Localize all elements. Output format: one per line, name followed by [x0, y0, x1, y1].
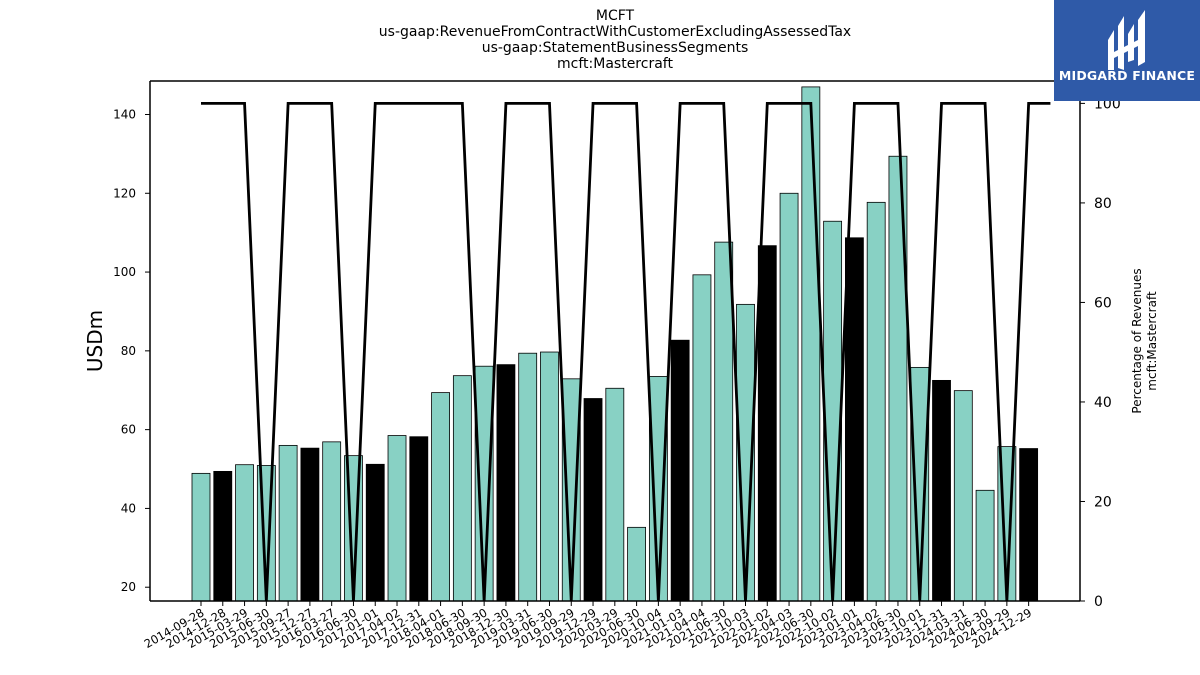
bar-2018-12-30	[496, 364, 516, 602]
bar-2023-01-01	[845, 237, 864, 602]
bar-2020-06-30	[627, 526, 646, 602]
y-tick-label-60: 60	[121, 423, 136, 437]
y2-tick-label-80: 80	[1094, 196, 1112, 212]
title-line-3: us-gaap:StatementBusinessSegments	[482, 40, 749, 56]
y-tick-label-20: 20	[121, 580, 136, 594]
bar-2016-03-27	[322, 441, 342, 602]
bar-2021-01-03	[670, 339, 690, 602]
y-tick-label-140: 140	[113, 107, 136, 121]
bar-2017-01-01	[365, 463, 385, 602]
bar-2019-09-29	[561, 378, 581, 602]
logo-mark-icon	[1108, 10, 1145, 70]
bar-2015-09-27	[278, 444, 298, 602]
midgard-finance-logo: MIDGARD FINANCE	[1054, 0, 1200, 101]
bar-2014-12-28	[213, 470, 233, 602]
bar-2015-12-27	[300, 447, 320, 602]
bar-2020-03-29	[605, 387, 625, 602]
bar-2021-06-30	[714, 241, 734, 602]
percentage-line	[201, 101, 1051, 602]
y2-tick-label-60: 60	[1094, 295, 1112, 311]
y-tick-label-40: 40	[121, 501, 136, 515]
title-line-1: MCFT	[596, 8, 635, 24]
bar-2019-12-29	[583, 398, 603, 602]
bar-2017-04-02	[387, 435, 407, 602]
title-line-4: mcft:Mastercraft	[557, 56, 673, 72]
bar-2023-04-02	[866, 201, 886, 602]
bar-2022-10-02	[823, 220, 843, 602]
bar-series	[191, 86, 1039, 602]
y-tick-label-120: 120	[113, 186, 136, 200]
bar-2024-12-29	[1019, 448, 1039, 602]
axes: 204060801001201400204060801002014-09-282…	[113, 80, 1121, 651]
y-axis-label: USDm	[83, 310, 107, 372]
y2-tick-label-20: 20	[1094, 494, 1112, 510]
bar-2021-04-04	[692, 274, 712, 602]
bar-2022-04-03	[779, 192, 799, 602]
y2-tick-label-40: 40	[1094, 395, 1112, 411]
y2-axis-label-line-2: mcft:Mastercraft	[1145, 291, 1159, 391]
y-tick-label-100: 100	[113, 265, 136, 279]
bar-2018-06-30	[452, 375, 472, 602]
bar-2019-06-30	[540, 351, 559, 602]
bar-2017-12-31	[409, 436, 429, 602]
bar-2014-09-28	[191, 472, 211, 602]
title-line-2: us-gaap:RevenueFromContractWithCustomerE…	[379, 24, 851, 40]
bar-2015-03-29	[235, 464, 254, 602]
bar-2023-12-31	[932, 379, 951, 602]
y2-tick-label-0: 0	[1094, 594, 1103, 610]
y-tick-label-80: 80	[121, 344, 136, 358]
bar-2024-06-30	[975, 489, 995, 602]
chart-title: MCFT us-gaap:RevenueFromContractWithCust…	[379, 8, 851, 72]
bar-2024-03-31	[953, 390, 973, 602]
logo-text: MIDGARD FINANCE	[1058, 68, 1196, 83]
percentage-series-line	[201, 101, 1051, 602]
y2-axis-label-line-1: Percentage of Revenues	[1130, 268, 1144, 413]
bar-2022-06-30	[801, 86, 821, 602]
bar-2018-04-01	[431, 392, 450, 602]
bar-2019-03-31	[518, 352, 538, 602]
bar-2022-01-02	[757, 245, 777, 602]
